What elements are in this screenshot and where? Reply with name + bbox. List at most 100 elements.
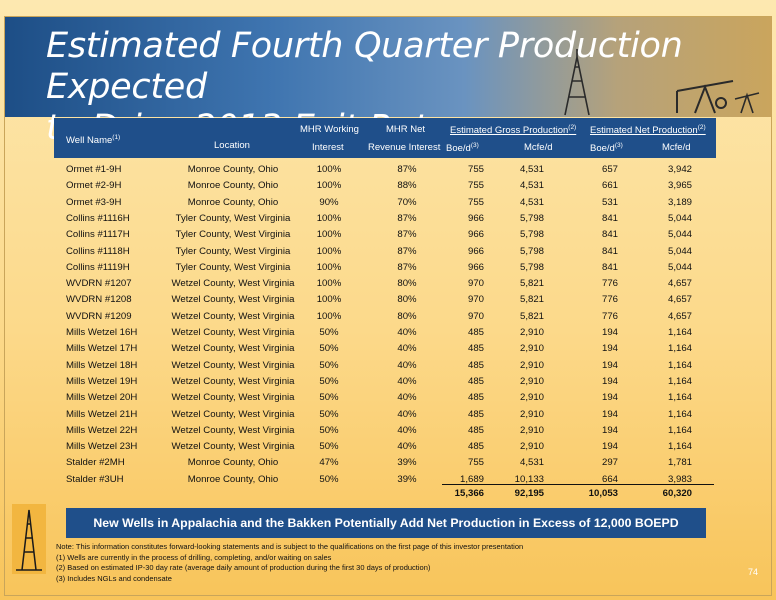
cell-net-boe: 841 <box>601 261 618 273</box>
cell-gross-mcfe: 5,798 <box>519 212 544 224</box>
header-mhr-working-2: Interest <box>312 142 344 153</box>
cell-well-name: WVDRN #1209 <box>66 310 132 322</box>
cell-location: Wetzel County, West Virginia <box>171 392 295 404</box>
cell-net-boe: 194 <box>601 375 618 387</box>
header-gross: Estimated Gross Production(2) <box>450 124 577 137</box>
cell-gross-mcfe: 4,531 <box>519 164 544 175</box>
footnote-3: (3) Includes NGLs and condensate <box>56 573 172 583</box>
table-row: Collins #1119H Tyler County, West Virgini… <box>54 260 716 276</box>
cell-gross-boe: 485 <box>467 343 484 355</box>
table-row: WVDRN #1207 Wetzel County, West Virginia 1… <box>54 276 716 292</box>
cell-location: Wetzel County, West Virginia <box>171 424 295 436</box>
cell-net-mcfe: 1,164 <box>667 343 692 355</box>
cell-location: Tyler County, West Virginia <box>175 229 291 241</box>
cell-net-revenue-interest: 80% <box>397 294 417 306</box>
cell-net-revenue-interest: 80% <box>397 310 417 322</box>
cell-location: Monroe County, Ohio <box>187 473 279 485</box>
cell-well-name: WVDRN #1208 <box>66 294 132 306</box>
cell-net-mcfe: 3,965 <box>667 180 692 192</box>
table-row: Mills Wetzel 18H Wetzel County, West Virg… <box>54 358 716 374</box>
cell-net-revenue-interest: 39% <box>397 457 417 469</box>
cell-gross-mcfe: 5,798 <box>519 261 544 273</box>
cell-net-mcfe: 3,983 <box>667 473 692 485</box>
cell-location: Wetzel County, West Virginia <box>171 359 295 371</box>
cell-gross-boe: 966 <box>467 261 484 273</box>
cell-well-name: Mills Wetzel 20H <box>66 392 138 404</box>
cell-net-revenue-interest: 87% <box>397 164 417 175</box>
cell-net-mcfe: 4,657 <box>667 310 692 322</box>
page-number: 74 <box>748 567 759 577</box>
cell-working-interest: 100% <box>316 310 342 322</box>
table-row: Mills Wetzel 21H Wetzel County, West Virg… <box>54 407 716 423</box>
header-mhr-net-1: MHR Net <box>386 124 426 135</box>
total-net-mcfe: 60,320 <box>662 488 692 499</box>
cell-net-mcfe: 1,164 <box>667 327 692 338</box>
cell-location: Monroe County, Ohio <box>187 457 279 469</box>
cell-net-mcfe: 1,164 <box>667 424 692 436</box>
cell-net-mcfe: 5,044 <box>667 229 692 241</box>
cell-net-mcfe: 5,044 <box>667 212 692 224</box>
header-location: Location <box>214 140 250 151</box>
cell-working-interest: 50% <box>319 473 339 485</box>
totals-rule <box>442 484 714 485</box>
cell-well-name: Mills Wetzel 19H <box>66 375 138 387</box>
cell-net-mcfe: 4,657 <box>667 278 692 290</box>
cell-location: Monroe County, Ohio <box>187 164 279 175</box>
cell-net-mcfe: 1,164 <box>667 392 692 404</box>
cell-net-revenue-interest: 40% <box>397 327 417 338</box>
cell-working-interest: 100% <box>316 164 342 175</box>
cell-well-name: Mills Wetzel 17H <box>66 343 138 355</box>
cell-net-mcfe: 1,164 <box>667 408 692 420</box>
cell-gross-boe: 966 <box>467 212 484 224</box>
cell-net-boe: 194 <box>601 441 618 453</box>
cell-net-boe: 297 <box>601 457 618 469</box>
cell-net-boe: 841 <box>601 245 618 257</box>
cell-location: Wetzel County, West Virginia <box>171 441 295 453</box>
cell-net-boe: 194 <box>601 343 618 355</box>
cell-gross-boe: 485 <box>467 408 484 420</box>
table-row: Ormet #2-9H Monroe County, Ohio 100% 88% 755… <box>54 178 716 194</box>
cell-net-boe: 194 <box>601 359 618 371</box>
header-net: Estimated Net Production(2) <box>590 124 706 137</box>
cell-location: Tyler County, West Virginia <box>175 212 291 224</box>
cell-gross-mcfe: 5,821 <box>519 310 544 322</box>
cell-gross-boe: 485 <box>467 327 484 338</box>
cell-working-interest: 100% <box>316 278 342 290</box>
cell-net-mcfe: 1,164 <box>667 375 692 387</box>
cell-net-revenue-interest: 39% <box>397 473 417 485</box>
cell-net-boe: 841 <box>601 212 618 224</box>
cell-working-interest: 50% <box>319 375 339 387</box>
cell-net-revenue-interest: 40% <box>397 424 417 436</box>
table-row: WVDRN #1209 Wetzel County, West Virginia 1… <box>54 309 716 325</box>
cell-working-interest: 100% <box>316 180 342 192</box>
footnote-1: (1) Wells are currently in the process o… <box>56 552 332 562</box>
cell-net-boe: 661 <box>601 180 618 192</box>
company-logo-icon <box>12 504 46 574</box>
table-row: Collins #1118H Tyler County, West Virgini… <box>54 244 716 260</box>
header-net-boe: Boe/d(3) <box>590 142 623 155</box>
cell-gross-boe: 485 <box>467 392 484 404</box>
cell-net-boe: 194 <box>601 424 618 436</box>
cell-well-name: WVDRN #1207 <box>66 278 132 290</box>
cell-location: Wetzel County, West Virginia <box>171 294 295 306</box>
cell-gross-mcfe: 10,133 <box>514 473 544 485</box>
cell-gross-mcfe: 2,910 <box>519 375 544 387</box>
footnote-main: Note: This information constitutes forwa… <box>56 542 524 551</box>
cell-location: Monroe County, Ohio <box>187 180 279 192</box>
cell-gross-boe: 755 <box>467 196 484 208</box>
cell-location: Tyler County, West Virginia <box>175 261 291 273</box>
cell-net-mcfe: 5,044 <box>667 245 692 257</box>
header-gross-mcfe: Mcfe/d <box>524 142 553 153</box>
cell-working-interest: 50% <box>319 327 339 338</box>
cell-gross-mcfe: 5,798 <box>519 245 544 257</box>
cell-net-revenue-interest: 40% <box>397 441 417 453</box>
table-row: Mills Wetzel 23H Wetzel County, West Virg… <box>54 439 716 455</box>
table-row: Stalder #3UH Monroe County, Ohio 50% 39% 1,6… <box>54 472 716 488</box>
cell-net-revenue-interest: 80% <box>397 278 417 290</box>
footnotes: Note: This information constitutes forwa… <box>56 542 523 584</box>
cell-well-name: Collins #1116H <box>66 212 130 224</box>
cell-location: Wetzel County, West Virginia <box>171 310 295 322</box>
cell-gross-boe: 485 <box>467 441 484 453</box>
footnote-2: (2) Based on estimated IP-30 day rate (a… <box>56 563 431 573</box>
cell-gross-mcfe: 5,798 <box>519 229 544 241</box>
